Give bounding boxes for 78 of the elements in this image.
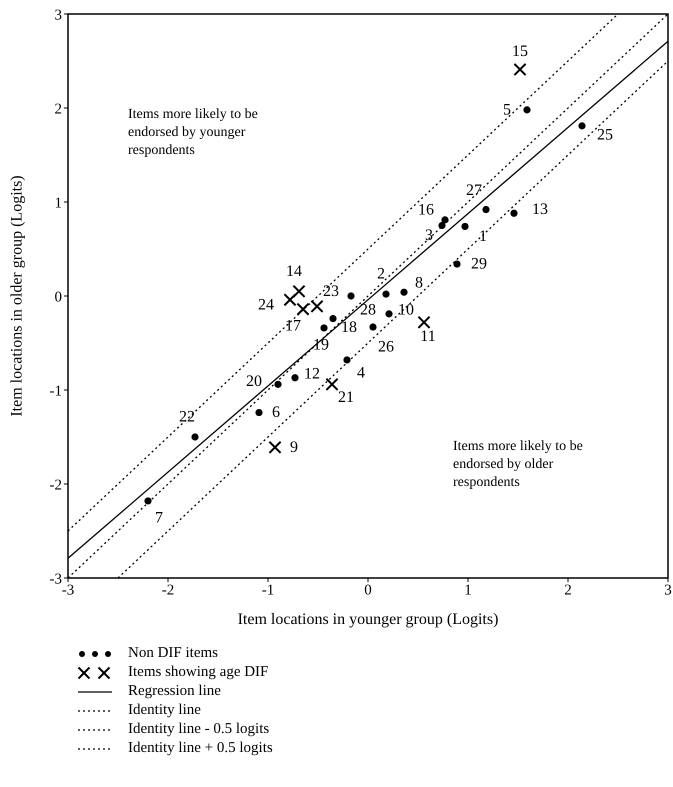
annotation: Items more likely to be endorsed by older respondents [453,438,584,492]
legend-label: Identity line - 0.5 logits [128,721,270,738]
y-tick-label: -1 [50,383,62,400]
legend-label: Regression line [128,683,221,700]
y-axis-title: Item locations in older group (Logits) [8,175,26,417]
x-tick-label: 1 [464,582,472,599]
annotation: 20 [246,372,262,390]
y-tick-label: 3 [54,7,62,24]
annotation: 14 [286,262,302,280]
x-tick-label: -2 [162,582,174,599]
annotation: 11 [420,328,436,345]
legend-label: Items showing age DIF [128,664,268,681]
point [255,408,263,416]
point [578,122,586,130]
annotation: 10 [398,301,414,318]
point [417,316,431,329]
point [385,310,393,318]
annotation: 17 [285,318,301,335]
point [461,222,469,230]
y-tick-label: 0 [54,289,62,306]
point [513,62,527,76]
point [441,216,449,224]
annotation: 27 [466,182,482,200]
point [144,497,152,505]
point [191,433,199,441]
annotation: 26 [378,338,394,356]
annotation: 18 [341,319,357,336]
annotation: Items more likely to be endorsed by younger respondents [128,106,259,160]
annotation: 4 [357,364,365,382]
legend-label: Identity line + 0.5 logits [128,740,273,757]
annotation: 5 [503,101,511,118]
y-tick-label: -3 [50,571,62,588]
annotation: 16 [418,201,434,218]
annotation: 15 [512,42,528,60]
point [292,284,306,298]
point [320,324,328,332]
annotation: 29 [471,256,487,273]
annotation: 22 [179,408,195,426]
x-tick-label: -1 [262,582,274,599]
annotation: 21 [338,388,354,406]
point [510,210,518,217]
annotation: 8 [415,274,423,292]
point [382,290,390,298]
annotation: 3 [425,227,433,244]
point [283,293,297,306]
annotation: 23 [323,282,339,300]
point [453,260,461,268]
annotation: 12 [304,365,320,382]
point [329,314,337,322]
annotation: 13 [532,200,548,218]
y-tick-label: 1 [54,195,62,212]
annotation: 28 [360,302,376,318]
x-tick-label: 2 [564,582,572,599]
point [343,356,351,364]
point [347,292,355,300]
point [268,440,282,454]
annotation: 24 [258,296,274,314]
y-tick-label: -2 [50,477,62,494]
x-axis-title: Item locations in younger group (Logits) [238,611,498,628]
y-tick-label: 2 [54,101,62,118]
annotation: 19 [313,336,329,354]
annotation: 6 [272,404,280,422]
point [291,374,299,382]
annotation: 25 [597,126,613,144]
point [369,323,377,331]
x-tick-label: 3 [664,582,672,599]
annotation: 2 [377,266,385,283]
legend-label: Identity line [128,702,201,719]
point [482,206,490,214]
legend-label: Non DIF items [128,645,218,662]
point [325,378,339,391]
point [400,288,408,296]
point [523,106,531,114]
point [438,222,446,230]
x-tick-label: 0 [364,582,372,599]
point [274,380,282,388]
annotation: 9 [290,438,298,456]
annotation: 7 [155,509,163,526]
